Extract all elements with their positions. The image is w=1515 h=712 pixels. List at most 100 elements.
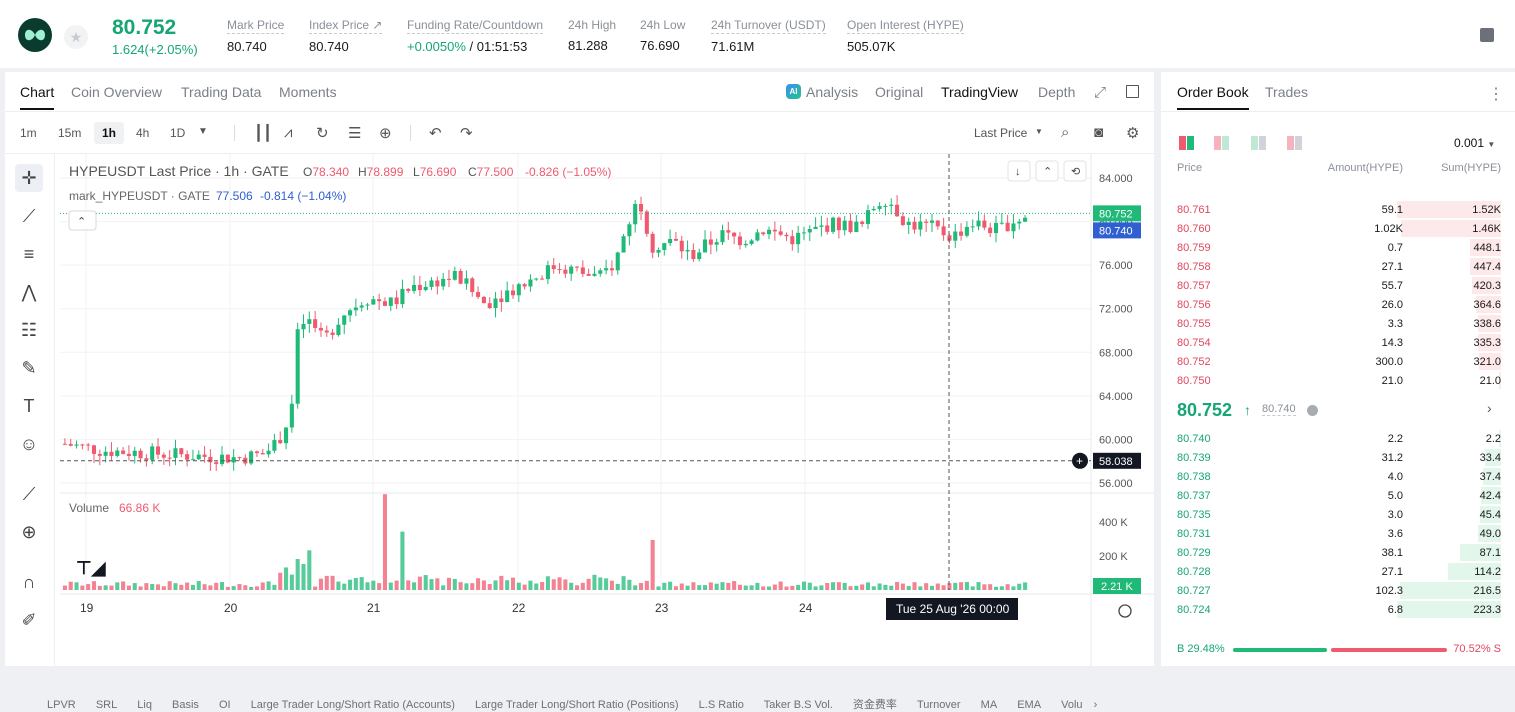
indicator-ema[interactable]: EMA xyxy=(1017,699,1042,711)
crosshair-icon[interactable]: ✛ xyxy=(15,164,43,192)
view-both-icon[interactable] xyxy=(1179,136,1195,150)
bid-row[interactable]: 80.737 5.0 42.4 xyxy=(1161,486,1515,505)
timeframe-15m[interactable]: 15m xyxy=(58,126,82,140)
pencil-lock-icon[interactable]: ✐ xyxy=(21,610,37,630)
indicator-taker-vol[interactable]: Taker B.S Vol. xyxy=(763,699,833,711)
undo-icon[interactable]: ↶ xyxy=(429,125,442,142)
view-asks-icon[interactable] xyxy=(1214,136,1230,150)
ask-row[interactable]: 80.758 27.1 447.4 xyxy=(1161,257,1515,276)
indicator-srl[interactable]: SRL xyxy=(95,699,118,711)
indicator-large-trader-accounts[interactable]: Large Trader Long/Short Ratio (Accounts) xyxy=(250,699,455,711)
ruler-icon[interactable]: ⟋ xyxy=(22,484,36,504)
info-icon[interactable] xyxy=(1307,405,1318,416)
stat-label[interactable]: Open Interest (HYPE) xyxy=(847,18,964,34)
tab-chart[interactable]: Chart xyxy=(20,84,55,110)
view-original[interactable]: Original xyxy=(875,84,924,100)
fib-icon[interactable]: ☷ xyxy=(20,320,38,340)
expand-icon[interactable]: ⤢ xyxy=(1094,84,1107,101)
tab-coin-overview[interactable]: Coin Overview xyxy=(71,84,163,100)
candle-body xyxy=(854,221,859,233)
timeframe-1m[interactable]: 1m xyxy=(20,126,37,140)
template-icon[interactable]: ☰ xyxy=(348,125,362,142)
ask-row[interactable]: 80.759 0.7 448.1 xyxy=(1161,238,1515,257)
indicator-turnover[interactable]: Turnover xyxy=(916,699,961,711)
refresh-icon[interactable]: ↻ xyxy=(316,125,329,142)
ask-row[interactable]: 80.757 55.7 420.3 xyxy=(1161,276,1515,295)
bid-row[interactable]: 80.738 4.0 37.4 xyxy=(1161,467,1515,486)
bid-row[interactable]: 80.739 31.2 33.4 xyxy=(1161,448,1515,467)
more-menu-icon[interactable]: ⋮ xyxy=(1488,86,1504,103)
view-analysis[interactable]: Analysis xyxy=(806,84,859,100)
bid-row[interactable]: 80.724 6.8 223.3 xyxy=(1161,600,1515,619)
window-icon[interactable] xyxy=(1126,85,1139,98)
view-depth[interactable]: Depth xyxy=(1038,84,1076,100)
ask-row[interactable]: 80.754 14.3 335.3 xyxy=(1161,333,1515,352)
stat-label[interactable]: 24h Turnover (USDT) xyxy=(711,18,826,34)
precision-select[interactable]: 0.001 ▼ xyxy=(1454,136,1495,150)
stat-label[interactable]: Mark Price xyxy=(227,18,285,34)
candle-body xyxy=(935,220,940,227)
add-indicator-icon[interactable]: ⊕ xyxy=(379,125,392,142)
ask-row[interactable]: 80.750 21.0 21.0 xyxy=(1161,371,1515,390)
indicator-large-trader-positions[interactable]: Large Trader Long/Short Ratio (Positions… xyxy=(474,699,679,711)
candle-body xyxy=(522,284,527,287)
candle-body xyxy=(481,296,486,304)
gear-icon[interactable]: ⚙ xyxy=(1126,125,1140,142)
tab-trades[interactable]: Trades xyxy=(1265,84,1309,100)
price-type-select[interactable]: Last Price xyxy=(974,126,1028,140)
price-chart[interactable]: 84.00080.00076.00072.00068.00064.00060.0… xyxy=(60,154,1154,666)
indicators-icon[interactable]: ⩘ xyxy=(284,124,293,141)
timeframe-1h[interactable]: 1h xyxy=(94,122,125,144)
view-bids-icon[interactable] xyxy=(1251,136,1267,150)
tab-moments[interactable]: Moments xyxy=(279,84,337,100)
ask-row[interactable]: 80.756 26.0 364.6 xyxy=(1161,295,1515,314)
emoji-icon[interactable]: ☺ xyxy=(19,434,39,454)
bid-row[interactable]: 80.731 3.6 49.0 xyxy=(1161,524,1515,543)
bid-row[interactable]: 80.727 102.3 216.5 xyxy=(1161,581,1515,600)
ask-amount: 26.0 xyxy=(1381,299,1403,311)
camera-icon[interactable]: ◙ xyxy=(1094,124,1104,141)
indicator-oi[interactable]: OI xyxy=(219,699,231,711)
ask-row[interactable]: 80.761 59.1 1.52K xyxy=(1161,200,1515,219)
view-tradingview[interactable]: TradingView xyxy=(941,84,1019,100)
stat-label[interactable]: Index Price ↗ xyxy=(309,18,383,34)
chevron-down-icon[interactable]: ▼ xyxy=(198,126,208,137)
indicator-volume[interactable]: Volu xyxy=(1061,699,1083,711)
ask-row[interactable]: 80.752 300.0 321.0 xyxy=(1161,352,1515,371)
redo-icon[interactable]: ↷ xyxy=(460,125,473,142)
zoom-in-icon[interactable]: ⊕ xyxy=(21,522,37,542)
bid-row[interactable]: 80.728 27.1 114.2 xyxy=(1161,562,1515,581)
chevron-down-icon[interactable]: ▼ xyxy=(1035,127,1043,136)
chevron-right-icon[interactable]: › xyxy=(1487,400,1492,416)
bid-row[interactable]: 80.735 3.0 45.4 xyxy=(1161,505,1515,524)
tradingview-logo-icon: ⊤◢ xyxy=(76,558,107,578)
pattern-icon[interactable]: ⋀ xyxy=(21,282,37,302)
text-icon[interactable]: T xyxy=(23,396,35,416)
indicator-funding-rate[interactable]: 资金费率 xyxy=(852,699,897,711)
ask-row[interactable]: 80.755 3.3 338.6 xyxy=(1161,314,1515,333)
tab-order-book[interactable]: Order Book xyxy=(1177,84,1249,110)
brush-icon[interactable]: ✎ xyxy=(21,358,37,378)
indicator-liq[interactable]: Liq xyxy=(137,699,152,711)
search-icon[interactable]: ⌕ xyxy=(1061,124,1070,141)
bid-row[interactable]: 80.729 38.1 87.1 xyxy=(1161,543,1515,562)
magnet-icon[interactable]: ∩ xyxy=(22,572,36,592)
ask-row[interactable]: 80.760 1.02K 1.46K xyxy=(1161,219,1515,238)
favorite-star-icon[interactable]: ★ xyxy=(64,25,88,49)
bid-row[interactable]: 80.740 2.2 2.2 xyxy=(1161,429,1515,448)
tab-trading-data[interactable]: Trading Data xyxy=(181,84,262,100)
indicator-ls-ratio[interactable]: L.S Ratio xyxy=(698,699,744,711)
candlestick-icon[interactable]: ┃┃ xyxy=(254,125,273,142)
volume-bar xyxy=(924,583,929,590)
indicator-lpvr[interactable]: LPVR xyxy=(47,699,76,711)
indicator-basis[interactable]: Basis xyxy=(172,699,199,711)
timeframe-1d[interactable]: 1D xyxy=(170,126,186,140)
chevron-right-icon[interactable]: › xyxy=(1093,699,1098,711)
horizontal-lines-icon[interactable]: ≡ xyxy=(23,244,35,264)
view-depth-icon[interactable] xyxy=(1287,136,1303,150)
timeframe-4h[interactable]: 4h xyxy=(136,126,150,140)
stat-label[interactable]: Funding Rate/Countdown xyxy=(407,18,544,34)
notebook-icon[interactable] xyxy=(1480,28,1494,42)
trendline-icon[interactable]: ⟋ xyxy=(22,206,36,226)
indicator-ma[interactable]: MA xyxy=(980,699,998,711)
